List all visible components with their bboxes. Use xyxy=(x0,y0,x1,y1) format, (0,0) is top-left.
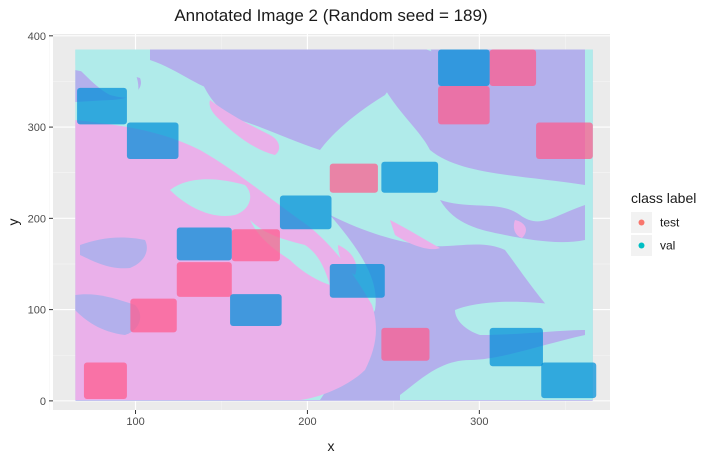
y-axis: 0 100 200 300 400 xyxy=(28,31,53,408)
box-val xyxy=(126,122,179,160)
x-axis: 100 200 300 xyxy=(126,410,489,428)
y-tick-label: 200 xyxy=(28,213,46,225)
box-val xyxy=(438,49,490,87)
image-region-lavender xyxy=(75,294,141,335)
y-tick-label: 100 xyxy=(28,305,46,317)
y-axis-title: y xyxy=(5,219,21,226)
image-region-lavender xyxy=(190,49,402,150)
image-region-pink xyxy=(513,220,526,238)
box-test xyxy=(130,298,177,333)
box-test xyxy=(489,49,537,87)
box-val xyxy=(230,294,282,327)
annotation-boxes xyxy=(77,49,597,400)
box-val xyxy=(381,161,439,193)
x-tick-label: 300 xyxy=(470,416,488,428)
image-region-pink xyxy=(209,100,280,155)
image-region-lavender xyxy=(440,200,585,243)
image-region-cyan xyxy=(455,300,585,335)
box-val xyxy=(541,362,597,399)
x-tick-label: 100 xyxy=(126,416,144,428)
chart-title: Annotated Image 2 (Random seed = 189) xyxy=(174,6,487,25)
box-test xyxy=(231,229,280,262)
legend-label-test: test xyxy=(660,216,680,230)
box-test xyxy=(83,362,127,400)
box-val xyxy=(77,87,127,125)
image-region-cyan xyxy=(170,179,251,216)
legend: class label test val xyxy=(631,190,696,256)
image-region-cyan xyxy=(75,50,139,98)
box-val xyxy=(279,195,332,230)
box-test xyxy=(381,327,430,361)
x-axis-title: x xyxy=(328,438,335,454)
image-region-pink xyxy=(390,220,440,250)
box-test xyxy=(438,86,490,125)
box-val xyxy=(176,227,232,261)
legend-key-dot-val xyxy=(638,242,645,249)
y-tick-label: 300 xyxy=(28,122,46,134)
y-tick-label: 0 xyxy=(40,396,46,408)
box-val xyxy=(489,327,543,367)
image-region-lavender xyxy=(80,237,147,269)
legend-key-dot-test xyxy=(638,219,645,226)
box-val xyxy=(329,263,385,298)
legend-label-val: val xyxy=(660,239,675,253)
x-tick-label: 200 xyxy=(298,416,316,428)
box-test xyxy=(329,163,378,193)
box-test xyxy=(176,262,232,297)
y-tick-label: 400 xyxy=(28,31,46,43)
box-test xyxy=(536,122,593,160)
legend-title: class label xyxy=(631,190,696,206)
